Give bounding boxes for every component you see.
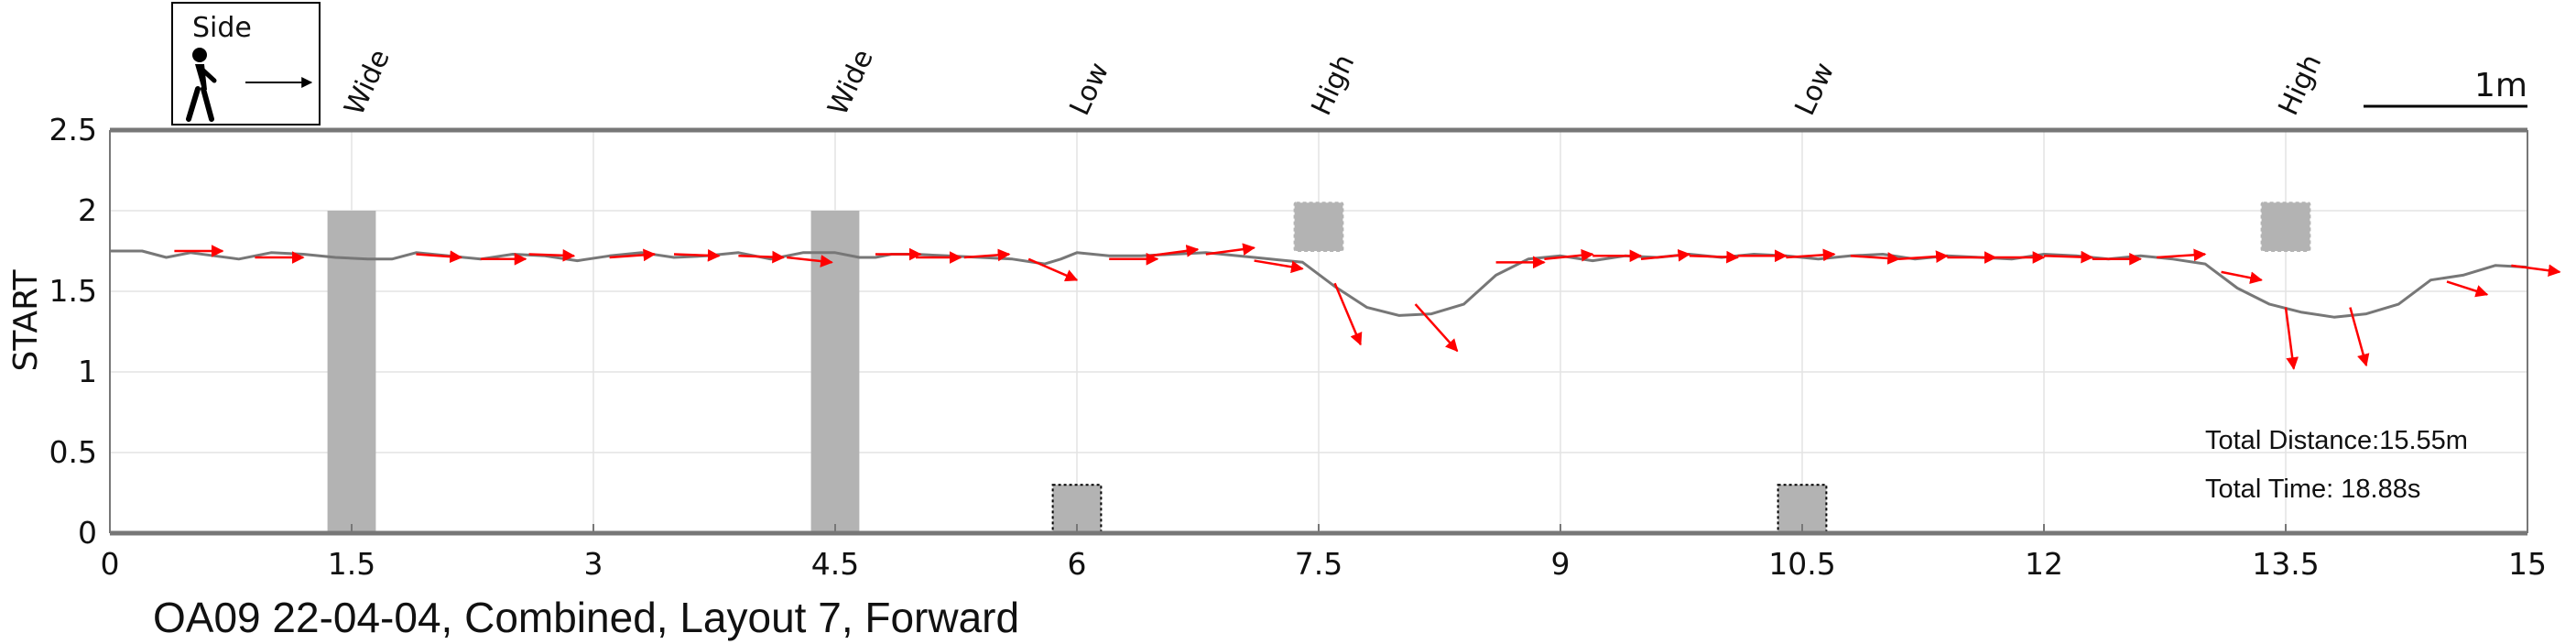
walking-person-icon xyxy=(186,48,217,122)
y-tick-label: 1 xyxy=(78,354,97,389)
y-tick-label: 2.5 xyxy=(49,112,97,147)
x-tick-label: 0 xyxy=(101,546,120,582)
heading-arrow xyxy=(1149,245,1200,257)
heading-arrow xyxy=(2284,307,2299,370)
scale-bar-label: 1m xyxy=(2474,67,2527,104)
heading-arrow xyxy=(787,255,833,267)
obstacle-label: High xyxy=(1306,49,1362,120)
legend: Side xyxy=(171,2,321,126)
y-tick-label: 0 xyxy=(78,515,97,551)
x-tick-label: 4.5 xyxy=(811,546,859,582)
heading-arrow xyxy=(609,248,657,262)
heading-arrow xyxy=(2511,264,2561,278)
obstacle-label: Wide xyxy=(339,45,397,121)
heading-arrow xyxy=(963,248,1011,262)
heading-arrow xyxy=(1544,248,1594,262)
heading-arrow xyxy=(2446,280,2489,298)
x-tick-label: 15 xyxy=(2508,546,2547,582)
x-tick-label: 13.5 xyxy=(2252,546,2319,582)
y-tick-label: 1.5 xyxy=(49,273,97,309)
heading-arrow xyxy=(1254,259,1304,274)
y-tick-label: 2 xyxy=(78,192,97,228)
heading-arrow xyxy=(1333,282,1363,346)
heading-arrow xyxy=(2349,307,2370,367)
legend-box xyxy=(171,2,321,126)
axes xyxy=(109,127,2528,536)
obstacle-label: Wide xyxy=(822,45,880,121)
x-tick-label: 9 xyxy=(1551,546,1571,582)
chart-caption: OA09 22-04-04, Combined, Layout 7, Forwa… xyxy=(153,594,1019,641)
x-tick-label: 7.5 xyxy=(1295,546,1342,582)
heading-arrow xyxy=(2043,250,2094,264)
scale-bar: 1m xyxy=(2364,67,2527,108)
heading-arrow xyxy=(1689,250,1739,264)
x-tick-label: 1.5 xyxy=(328,546,375,582)
heading-arrow xyxy=(673,248,721,262)
obstacle-label: Low xyxy=(1789,58,1842,120)
obstacles xyxy=(327,202,2311,535)
x-tick-label: 3 xyxy=(584,546,603,582)
heading-arrow xyxy=(2221,270,2263,284)
heading-arrow xyxy=(1640,248,1691,262)
total-distance: Total Distance:15.55m xyxy=(2205,426,2468,455)
heading-arrow xyxy=(528,248,576,262)
y-tick-label: 0.5 xyxy=(49,434,97,470)
obstacle-wide xyxy=(327,211,376,533)
obstacle-high xyxy=(2260,202,2311,252)
heading-arrows xyxy=(174,243,2561,370)
heading-arrow xyxy=(1027,257,1079,282)
x-tick-label: 12 xyxy=(2025,546,2063,582)
obstacle-high xyxy=(1293,202,1344,252)
heading-arrow xyxy=(1850,252,1900,265)
grid-lines xyxy=(109,129,2528,534)
heading-arrow xyxy=(738,250,786,264)
x-tick-label: 10.5 xyxy=(1768,546,1835,582)
heading-arrow xyxy=(1898,250,1949,263)
total-time: Total Time: 18.88s xyxy=(2205,475,2420,504)
heading-arrow xyxy=(2157,248,2207,262)
obstacle-label: High xyxy=(2273,49,2329,120)
legend-label: Side xyxy=(192,12,252,44)
heading-arrow xyxy=(1205,243,1255,256)
heading-arrow xyxy=(1786,248,1836,262)
y-axis-label: START xyxy=(7,268,45,371)
tick-labels: 0 1.5 3 4.5 6 7.5 9 10.5 12 13.5 15 0 0.5 1 1.5 2 2.5 xyxy=(49,112,2547,582)
obstacle-labels: Wide Wide Low High Low High xyxy=(339,45,2329,121)
heading-arrow xyxy=(1414,303,1459,353)
x-tick-label: 6 xyxy=(1068,546,1087,582)
obstacle-label: Low xyxy=(1064,58,1116,120)
obstacle-wide xyxy=(810,211,860,533)
heading-arrow xyxy=(416,250,463,264)
